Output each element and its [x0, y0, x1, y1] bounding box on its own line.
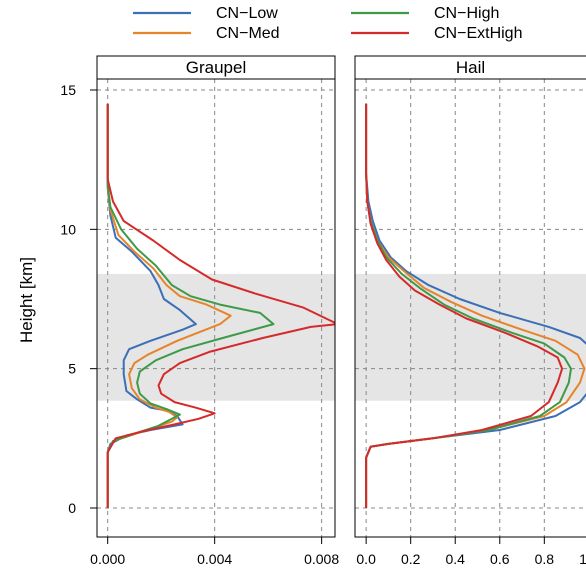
- y-tick-label: 10: [60, 221, 76, 237]
- x-tick-label: 0.8: [535, 551, 555, 567]
- panel-graupel: Graupel 0.000 0.004 0.008: [90, 55, 339, 567]
- panel-strip: [354, 55, 586, 80]
- series-line-cnexthigh: [106, 103, 335, 508]
- x-tick-label: 0.0: [356, 551, 376, 567]
- x-tick-label: 0.000: [90, 551, 125, 567]
- shaded-band: [355, 273, 586, 401]
- legend: CN−Low CN−Med CN−High CN−ExtHigh: [133, 5, 522, 42]
- legend-label-cnexthigh: CN−ExtHigh: [434, 25, 522, 42]
- chart-panels: 0 5 10 15 Graupel 0.000 0.004 0.008 Hail 0.0 0.2 0.…: [60, 55, 586, 567]
- shaded-band: [97, 273, 335, 401]
- legend-label-cnlow: CN−Low: [216, 5, 278, 22]
- x-tick-label: 0.004: [197, 551, 232, 567]
- y-axis-title: Height [km]: [17, 257, 36, 343]
- x-tick-label: 0.2: [401, 551, 421, 567]
- panel-title: Graupel: [186, 58, 246, 77]
- panel-title: Hail: [456, 58, 485, 77]
- y-tick-label: 15: [60, 82, 76, 98]
- legend-label-cnhigh: CN−High: [434, 5, 499, 22]
- y-tick-label: 5: [68, 361, 76, 377]
- panel-plot-area: [97, 79, 335, 537]
- series-line-cnexthigh: [365, 103, 564, 508]
- panel-strip: [96, 55, 336, 80]
- x-tick-label: 0.008: [304, 551, 339, 567]
- panel-hail: Hail 0.0 0.2 0.4 0.6 0.8 1.0: [354, 55, 586, 567]
- series-line-cnhigh: [106, 103, 275, 508]
- legend-label-cnmed: CN−Med: [216, 25, 280, 42]
- x-tick-label: 0.4: [445, 551, 465, 567]
- panel-plot-area: [355, 79, 586, 537]
- y-tick-label: 0: [68, 500, 76, 516]
- x-tick-label: 1.0: [579, 551, 586, 567]
- x-tick-label: 0.6: [490, 551, 510, 567]
